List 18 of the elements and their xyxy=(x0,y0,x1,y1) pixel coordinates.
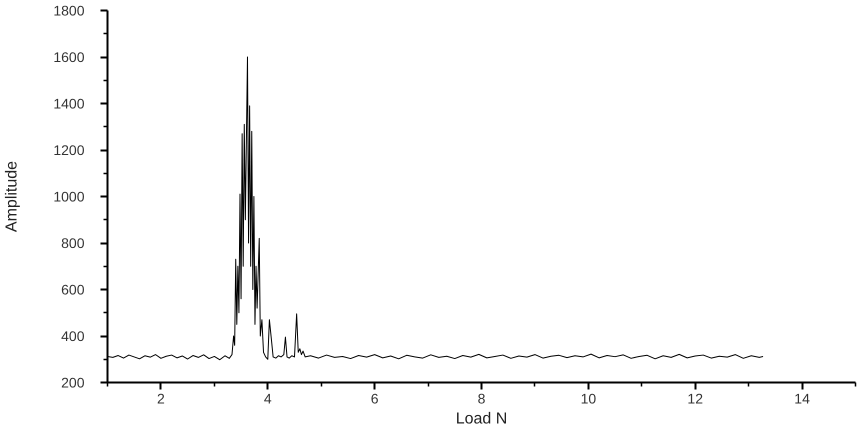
y-tick-label: 1800 xyxy=(53,2,85,18)
y-axis-title: Amplitude xyxy=(3,160,20,232)
y-tick-label: 1600 xyxy=(53,49,85,65)
x-tick-label: 10 xyxy=(580,390,596,406)
y-tick-label: 1000 xyxy=(53,188,85,204)
x-axis-title: Load N xyxy=(456,410,508,428)
x-tick-label: 14 xyxy=(794,390,810,406)
y-tick-label: 200 xyxy=(61,374,85,390)
y-tick-label: 800 xyxy=(61,235,85,251)
x-tick-label: 4 xyxy=(264,390,272,406)
x-tick-label: 8 xyxy=(478,390,486,406)
y-tick-label: 1400 xyxy=(53,96,85,112)
y-tick-label: 400 xyxy=(61,328,85,344)
y-tick-label: 600 xyxy=(61,282,85,298)
x-tick-label: 12 xyxy=(687,390,704,406)
x-tick-label: 2 xyxy=(157,390,166,406)
x-tick-label: 6 xyxy=(370,390,379,406)
y-tick-label: 1200 xyxy=(53,142,85,158)
